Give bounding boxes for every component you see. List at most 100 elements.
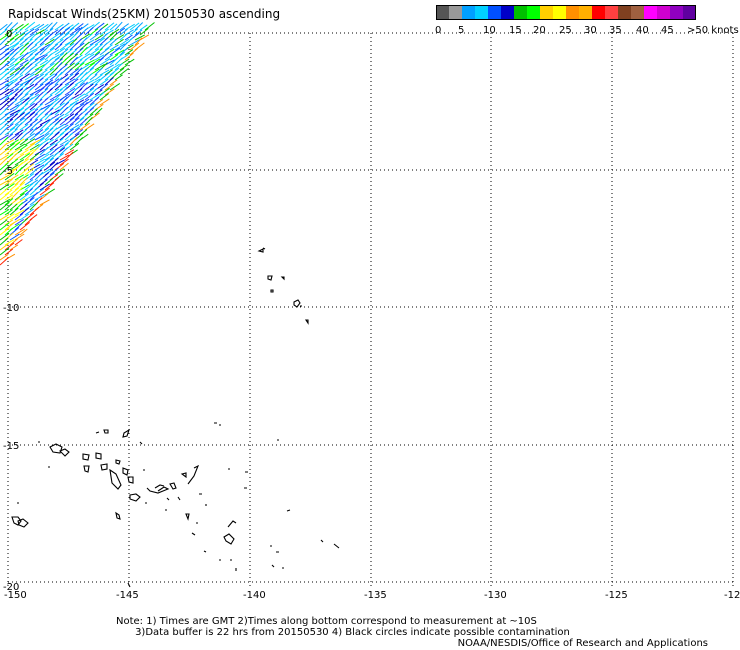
wind-barb [19, 66, 29, 76]
wind-barb [59, 106, 69, 116]
wind-barb [99, 98, 110, 106]
wind-barb [109, 79, 118, 86]
wind-barb [39, 122, 48, 131]
wind-barb [49, 139, 59, 146]
wind-barb [9, 33, 19, 41]
colorbar-swatch [553, 5, 567, 20]
wind-barb [69, 117, 80, 126]
wind-barb [44, 27, 54, 36]
wind-barb [99, 33, 109, 41]
wind-barb [79, 87, 88, 96]
wind-barb [0, 88, 10, 96]
wind-barb [124, 34, 133, 41]
wind-barb [39, 127, 50, 136]
wind-barb [59, 162, 69, 171]
wind-barb [94, 37, 106, 46]
wind-barb [64, 78, 76, 86]
colorbar-swatch [605, 5, 619, 20]
wind-barb [74, 42, 85, 51]
wind-barb [84, 107, 95, 116]
wind-barb [54, 107, 64, 116]
wind-barb [74, 93, 86, 101]
wind-barb [79, 118, 88, 126]
wind-barb [24, 124, 33, 131]
wind-barb [4, 57, 15, 66]
wind-barb [39, 97, 49, 106]
wind-barb [79, 53, 91, 61]
wind-barb [29, 89, 41, 96]
wind-barb [24, 133, 35, 141]
wind-barb [124, 58, 135, 66]
wind-barb [94, 48, 103, 56]
wind-barb [109, 47, 121, 56]
wind-barb [0, 201, 10, 211]
wind-barb [0, 147, 10, 156]
x-tick-label: -140 [243, 590, 266, 601]
wind-barb [19, 144, 28, 151]
wind-barb [14, 64, 24, 71]
wind-barb [0, 102, 9, 111]
wind-barb [54, 43, 63, 51]
wind-barb [109, 83, 121, 91]
colorbar-label-25: 25 [559, 25, 572, 36]
wind-barb [59, 158, 69, 166]
wind-barb [19, 38, 28, 46]
wind-barb [119, 32, 129, 41]
wind-barb [9, 52, 18, 61]
wind-barb [39, 32, 51, 41]
wind-barb [14, 192, 25, 201]
wind-barb [34, 124, 43, 131]
wind-barb [9, 133, 20, 141]
wind-barb [129, 39, 140, 46]
wind-barb [0, 237, 9, 246]
wind-barb [89, 93, 100, 101]
wind-barb [14, 98, 25, 106]
wind-barb [74, 136, 84, 146]
wind-barb [14, 38, 24, 46]
wind-barb [19, 167, 29, 176]
wind-barb [29, 127, 38, 136]
wind-barb [129, 28, 139, 36]
wind-barb [29, 103, 38, 111]
wind-barb [69, 137, 78, 146]
wind-barb [34, 129, 44, 136]
wind-barb [9, 244, 19, 251]
wind-barb [94, 67, 103, 76]
wind-barb [44, 98, 55, 106]
note-line-1: Note: 1) Times are GMT 2)Times along bot… [116, 616, 537, 627]
wind-barb [0, 61, 11, 71]
wind-barb [4, 73, 15, 81]
wind-barb [34, 77, 44, 86]
wind-barb [69, 27, 81, 36]
wind-barb [124, 23, 135, 31]
wind-barb [39, 153, 50, 161]
wind-barb [89, 51, 101, 61]
wind-barb [49, 74, 58, 81]
wind-barb [114, 57, 123, 66]
wind-barb [64, 57, 73, 66]
wind-barb [119, 67, 129, 76]
wind-barb [0, 257, 9, 266]
wind-barb [54, 23, 64, 31]
wind-barb [79, 41, 90, 51]
wind-barb [0, 157, 8, 166]
wind-barb [109, 23, 118, 31]
wind-barb [24, 183, 34, 191]
wind-barb [49, 176, 60, 186]
wind-barb [4, 248, 14, 256]
wind-barb [29, 201, 39, 211]
wind-barb [104, 88, 115, 96]
wind-barb [49, 67, 58, 76]
wind-barb [59, 77, 70, 86]
wind-barb [29, 76, 38, 86]
wind-barb [24, 108, 36, 116]
wind-barb [69, 68, 80, 76]
wind-barb [64, 136, 76, 146]
wind-barb [9, 62, 19, 71]
credit-line: NOAA/NESDIS/Office of Research and Appli… [457, 638, 708, 649]
wind-barb [34, 83, 44, 91]
wind-barb [89, 87, 98, 96]
axis-tick-labels: -150 -145 -140 -135 -130 -125 -120 0 -5 -10 -15 -20 [3, 29, 740, 601]
wind-barb [49, 102, 59, 111]
wind-barb [89, 96, 100, 106]
